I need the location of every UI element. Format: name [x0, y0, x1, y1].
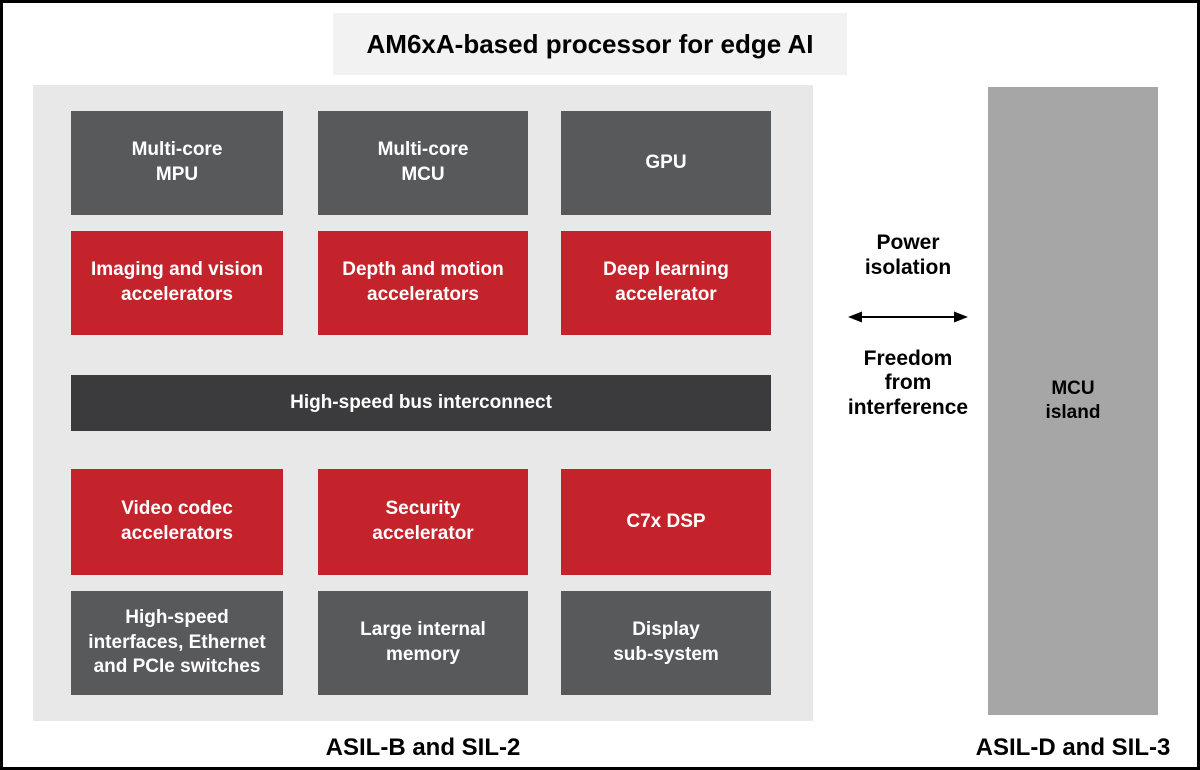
block-display-subsystem: Display sub-system — [561, 591, 771, 695]
block-large-internal-memory: Large internal memory — [318, 591, 528, 695]
block-multicore-mpu: Multi-core MPU — [71, 111, 283, 215]
block-high-speed-bus-interconnect: High-speed bus interconnect — [71, 375, 771, 431]
block-deep-learning-accelerator: Deep learning accelerator — [561, 231, 771, 335]
mcu-island-block: MCU island — [988, 87, 1158, 715]
asil-b-sil-2-label: ASIL-B and SIL-2 — [325, 734, 521, 761]
isolation-column: Power isolation Freedom from interferenc… — [831, 231, 985, 421]
block-c7x-dsp: C7x DSP — [561, 469, 771, 575]
block-imaging-vision-accelerators: Imaging and vision accelerators — [71, 231, 283, 335]
double-arrow-icon — [848, 311, 968, 323]
block-security-accelerator: Security accelerator — [318, 469, 528, 575]
processor-panel: Multi-core MPU Multi-core MCU GPU Imagin… — [33, 85, 813, 721]
block-gpu: GPU — [561, 111, 771, 215]
block-high-speed-interfaces: High-speed interfaces, Ethernet and PCIe… — [71, 591, 283, 695]
freedom-from-interference-label: Freedom from interference — [847, 346, 969, 420]
page-title: AM6xA-based processor for edge AI — [333, 13, 847, 75]
block-multicore-mcu: Multi-core MCU — [318, 111, 528, 215]
block-video-codec-accelerators: Video codec accelerators — [71, 469, 283, 575]
asil-d-sil-3-label: ASIL-D and SIL-3 — [975, 734, 1171, 761]
block-depth-motion-accelerators: Depth and motion accelerators — [318, 231, 528, 335]
power-isolation-label: Power isolation — [864, 231, 952, 279]
